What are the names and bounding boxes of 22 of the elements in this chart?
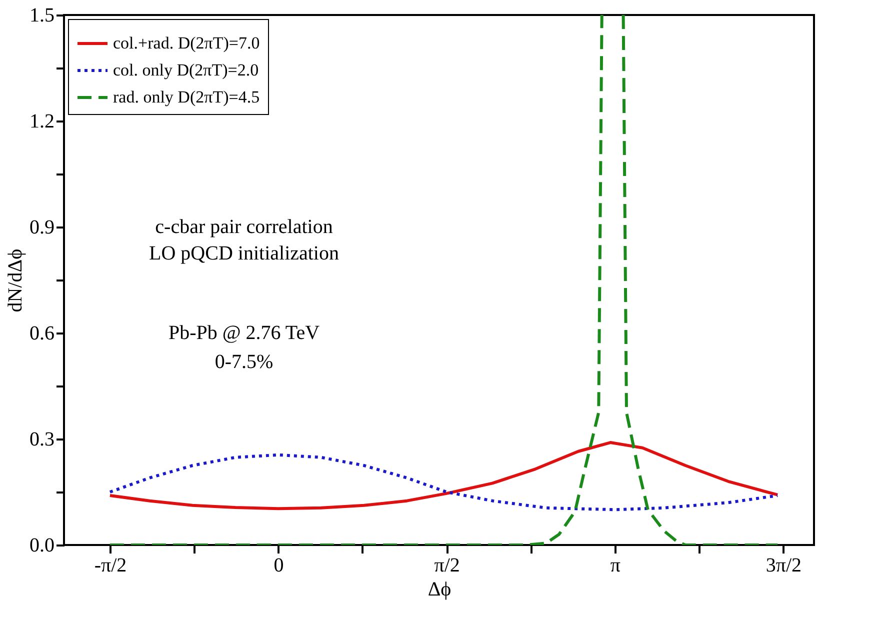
y-tick-label: 1.2 xyxy=(30,110,54,132)
y-tick-label: 0.3 xyxy=(30,428,54,450)
annotation: LO pQCD initialization xyxy=(149,242,339,264)
y-axis-title: dN/dΔϕ xyxy=(4,248,26,312)
annotation: Pb-Pb @ 2.76 TeV xyxy=(168,322,320,344)
x-axis-title: Δϕ xyxy=(428,578,452,600)
legend-label: rad. only D(2πT)=4.5 xyxy=(113,88,260,106)
x-tick-label: 3π/2 xyxy=(766,554,802,576)
legend-label: col. only D(2πT)=2.0 xyxy=(113,60,259,80)
x-tick-label: 0 xyxy=(274,554,284,576)
x-tick-label: -π/2 xyxy=(94,554,127,576)
y-tick-label: 0.0 xyxy=(30,534,54,556)
annotation: 0-7.5% xyxy=(214,351,274,374)
annotation: c-cbar pair correlation xyxy=(155,216,333,238)
line-series xyxy=(108,441,780,510)
y-tick-label: 0.9 xyxy=(30,216,54,238)
line-series xyxy=(108,453,780,512)
y-tick-label: 1.5 xyxy=(30,4,54,26)
legend-label: col.+rad. D(2πT)=7.0 xyxy=(113,34,260,52)
x-tick-label: π/2 xyxy=(434,554,460,576)
y-tick-label: 0.6 xyxy=(30,322,54,344)
x-tick-label: π xyxy=(610,554,620,576)
